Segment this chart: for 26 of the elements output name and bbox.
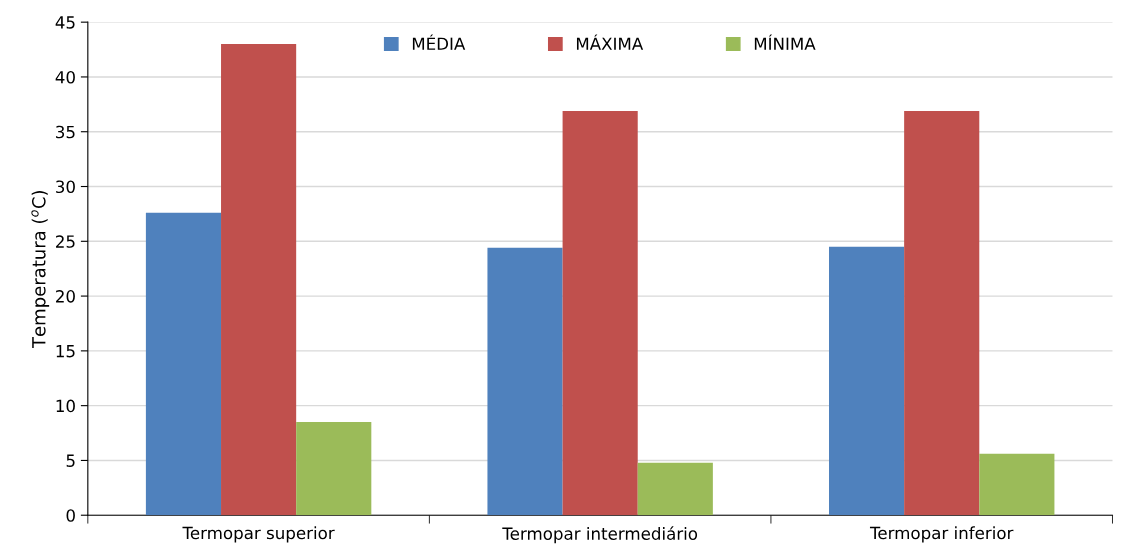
y-tick-label: 20 [56, 290, 75, 303]
y-tick-label: 40 [55, 70, 75, 84]
y-tick-label: 35 [56, 125, 75, 139]
y-tick-label: 30 [56, 180, 75, 194]
bar [221, 44, 297, 516]
y-tick-label: 0 [66, 509, 75, 522]
bar [979, 453, 1055, 516]
legend-label: MÍNIMA [754, 34, 816, 50]
bar [562, 110, 638, 516]
y-axis-title: Temperatura ($^{o}$C) [31, 190, 50, 349]
y-tick-label: 15 [56, 345, 75, 358]
bar [145, 212, 222, 516]
x-tick-label: Termopar inferior [869, 526, 1014, 543]
bar [637, 462, 713, 516]
legend-label: MÉDIA [412, 34, 466, 50]
y-tick-label: 45 [55, 16, 75, 29]
legend-label: MÁXIMA [576, 34, 644, 50]
bar [296, 422, 372, 516]
y-tick-label: 10 [56, 399, 75, 413]
bar [904, 110, 980, 516]
x-tick-label: Termopar superior [182, 526, 335, 543]
y-tick-label: 25 [56, 235, 75, 248]
y-tick-label: 5 [66, 454, 75, 467]
bar [487, 247, 563, 516]
bar [829, 246, 905, 516]
x-tick-label: Termopar intermediário [502, 526, 698, 544]
